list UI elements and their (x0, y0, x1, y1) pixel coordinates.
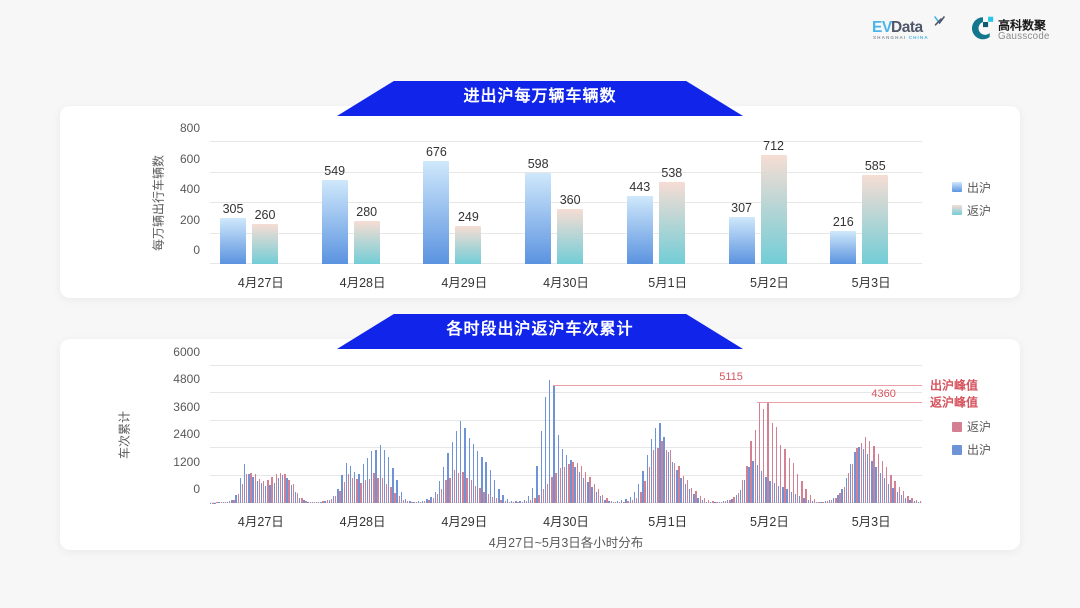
svg-text:Gausscode: Gausscode (998, 31, 1050, 42)
svg-text:Data: Data (891, 19, 923, 36)
svg-text:EV: EV (872, 19, 893, 36)
svg-text:SHANGHAI CHINA: SHANGHAI CHINA (873, 35, 929, 40)
